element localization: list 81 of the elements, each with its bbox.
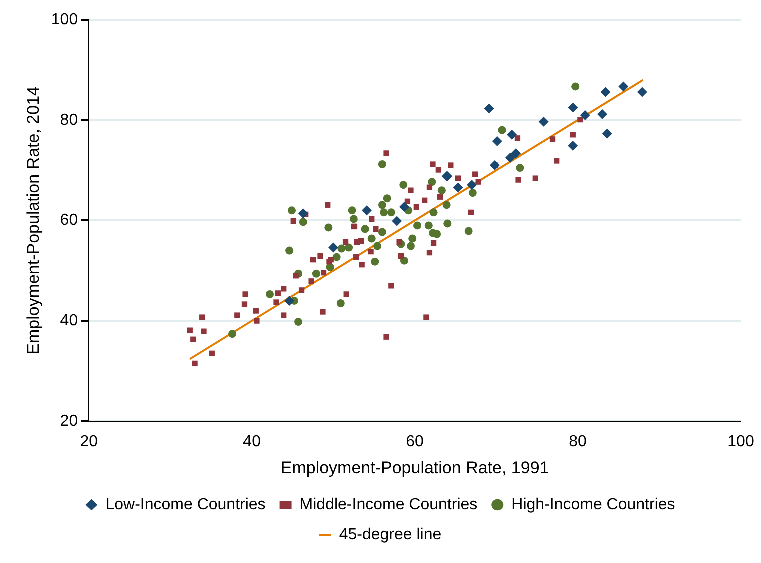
point [618, 82, 629, 92]
point [378, 228, 386, 236]
point [453, 182, 464, 193]
legend-label: Low-Income Countries [106, 496, 266, 514]
point [400, 181, 408, 190]
point [328, 242, 339, 253]
point [408, 234, 417, 243]
point [378, 160, 386, 169]
point [288, 206, 296, 215]
point [228, 330, 237, 338]
point [361, 225, 370, 234]
point [568, 140, 578, 151]
point [424, 222, 433, 230]
point [428, 178, 436, 186]
point [637, 87, 648, 98]
point [348, 206, 356, 215]
point [326, 263, 334, 272]
x-tick-label: 80 [569, 433, 588, 450]
x-axis-title: Employment-Population Rate, 1991 [280, 458, 550, 478]
point [602, 128, 612, 139]
point [368, 234, 376, 243]
point [400, 256, 408, 265]
y-axis-title: Employment-Population Rate, 2014 [24, 86, 43, 355]
x-tick-label: 20 [80, 433, 98, 450]
y-tick-label: 40 [60, 312, 78, 330]
x-tick-label: 100 [728, 433, 754, 450]
point [362, 206, 372, 216]
point [387, 208, 396, 217]
point [492, 136, 502, 146]
x-tick-label: 40 [243, 433, 262, 450]
point [498, 126, 506, 134]
point [467, 180, 478, 190]
point [484, 104, 494, 114]
point [600, 87, 611, 98]
point [413, 222, 422, 230]
point [406, 242, 415, 250]
point [298, 208, 308, 219]
point [468, 189, 477, 198]
point [516, 164, 524, 172]
point [312, 270, 320, 278]
point [266, 290, 274, 298]
point [438, 186, 446, 195]
point [345, 244, 354, 252]
legend-label: 45-degree line [339, 526, 442, 544]
point [597, 109, 608, 120]
point [505, 152, 516, 163]
point [568, 102, 578, 113]
point [338, 244, 346, 253]
point [511, 148, 522, 158]
point [507, 130, 518, 140]
y-tick-label: 100 [51, 11, 78, 28]
point [284, 296, 295, 306]
point [336, 299, 345, 308]
y-tick-label: 80 [60, 112, 78, 129]
point [464, 227, 473, 236]
y-tick-label: 60 [60, 212, 78, 230]
point [299, 218, 308, 226]
point [572, 82, 580, 91]
point [374, 242, 382, 250]
legend-label: Middle-Income Countries [300, 496, 478, 514]
legend-label: High-Income Countries [512, 496, 676, 514]
point [392, 216, 402, 226]
point [286, 246, 294, 255]
point [433, 230, 442, 238]
x-tick-label: 60 [406, 433, 424, 450]
point [383, 194, 392, 203]
point [294, 318, 303, 326]
point [324, 224, 333, 232]
point [490, 160, 500, 171]
point [399, 202, 410, 212]
point [538, 116, 549, 127]
point [332, 253, 341, 262]
point [442, 201, 451, 210]
point [580, 110, 590, 120]
point [380, 208, 388, 217]
point [430, 208, 438, 217]
point [371, 258, 380, 266]
point [378, 201, 386, 210]
point [444, 220, 452, 228]
y-tick-label: 20 [60, 412, 78, 430]
point [350, 215, 358, 224]
